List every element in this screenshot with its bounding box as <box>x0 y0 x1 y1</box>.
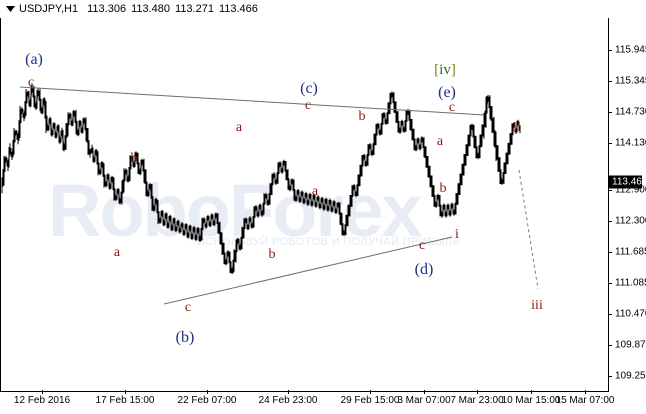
wave-a-3[interactable]: a <box>311 184 319 199</box>
time-axis-tick <box>42 390 43 394</box>
price-axis-tick <box>608 50 612 51</box>
time-axis-label: 10 Mar 15:00 <box>501 395 561 406</box>
wave-b-3[interactable]: b <box>358 109 366 124</box>
price-plot-area[interactable]: RoboForex ИСПОЛЬЗУЙ РОБОТОВ И ПОЛУЧАЙ ПР… <box>0 18 608 390</box>
time-axis-label: 29 Feb 15:00 <box>340 395 400 406</box>
lower-trendline[interactable] <box>163 236 453 305</box>
wave-a-4[interactable]: a <box>436 134 444 149</box>
time-axis-tick <box>585 390 586 394</box>
time-axis-tick <box>424 390 425 394</box>
price-axis-tick <box>608 143 612 144</box>
wave-iv-cycle[interactable]: [iv] <box>434 62 456 78</box>
plot-right-border <box>608 18 609 392</box>
price-axis-label: 109.255 <box>615 370 646 382</box>
time-axis-tick <box>288 390 289 394</box>
time-axis-label: 3 Mar 07:00 <box>397 395 451 406</box>
wave-i[interactable]: i <box>455 227 459 242</box>
current-price-label: 113.466 <box>608 175 646 189</box>
wave-c-3[interactable]: c <box>304 98 312 113</box>
wave-ii[interactable]: ii <box>513 120 521 135</box>
wave-b-2[interactable]: b <box>268 247 276 262</box>
high-value: 113.480 <box>131 3 171 15</box>
time-axis[interactable]: 12 Feb 2016 17 Feb 15:00 22 Feb 07:00 24 Fe… <box>0 390 646 414</box>
time-axis-tick <box>125 390 126 394</box>
time-axis-label: 17 Feb 15:00 <box>95 395 155 406</box>
price-axis-tick <box>608 376 612 377</box>
time-axis-tick <box>370 390 371 394</box>
price-axis-label: 112.300 <box>615 215 646 227</box>
chevron-down-icon[interactable] <box>3 0 17 18</box>
upper-trendline[interactable] <box>19 86 485 116</box>
time-axis-label: 22 Feb 07:00 <box>177 395 237 406</box>
price-axis-label: 114.130 <box>615 137 646 149</box>
price-axis-tick <box>608 221 612 222</box>
price-bars <box>1 83 521 275</box>
price-axis-label: 109.870 <box>615 339 646 351</box>
price-axis[interactable]: 115.945 115.345 114.730 114.130 112.900 112.3… <box>608 18 646 390</box>
plot-bottom-border <box>0 391 609 392</box>
wave-b-1[interactable]: b <box>130 151 138 166</box>
symbol-info-bar: USDJPY,H1 113.306 113.480 113.271 113.466 <box>0 0 646 18</box>
time-axis-label: 24 Feb 23:00 <box>258 395 318 406</box>
wave-c-2[interactable]: c <box>184 300 192 315</box>
trendlines <box>19 86 539 305</box>
wave-c-5[interactable]: c <box>448 100 456 115</box>
price-series-line <box>1 87 521 273</box>
price-axis-label: 115.345 <box>615 75 646 87</box>
price-axis-label: 111.085 <box>615 277 646 289</box>
wave-e-primary[interactable]: (e) <box>438 84 456 101</box>
time-axis-tick <box>531 390 532 394</box>
price-axis-tick <box>608 81 612 82</box>
symbol-label: USDJPY,H1 <box>19 3 79 15</box>
time-axis-tick <box>207 390 208 394</box>
low-value: 113.271 <box>175 3 214 15</box>
ohlc-values: 113.306 113.480 113.271 113.466 <box>87 3 263 15</box>
time-axis-tick <box>477 390 478 394</box>
open-value: 113.306 <box>87 3 127 15</box>
time-axis-label: 12 Feb 2016 <box>13 395 71 406</box>
price-axis-label: 112.900 <box>615 184 646 196</box>
plot-left-border <box>0 18 1 392</box>
wave-c-primary[interactable]: (c) <box>300 80 318 97</box>
wave-b-primary[interactable]: (b) <box>175 329 195 346</box>
price-axis-label: 114.730 <box>615 106 646 118</box>
time-axis-label: 7 Mar 23:00 <box>450 395 504 406</box>
close-value: 113.466 <box>218 3 258 15</box>
price-axis-tick <box>608 252 612 253</box>
wave-d-primary[interactable]: (d) <box>414 261 434 278</box>
wave-a-2[interactable]: a <box>235 120 243 135</box>
price-axis-tick <box>608 283 612 284</box>
wave-iii[interactable]: iii <box>531 298 543 313</box>
price-axis-tick <box>608 190 612 191</box>
price-axis-tick <box>608 345 612 346</box>
wave-a-1[interactable]: a <box>113 245 121 260</box>
price-axis-tick <box>608 112 612 113</box>
time-axis-label: 15 Mar 07:00 <box>555 395 615 406</box>
wave-c-1[interactable]: c <box>27 75 35 90</box>
projection-line[interactable] <box>518 169 539 290</box>
chart-overlay <box>1 83 539 305</box>
price-axis-label: 110.470 <box>615 308 646 320</box>
price-axis-tick <box>608 314 612 315</box>
wave-b-4[interactable]: b <box>439 181 447 196</box>
price-axis-label: 111.685 <box>615 246 646 258</box>
wave-a-primary[interactable]: (a) <box>25 51 43 68</box>
wave-c-4[interactable]: c <box>418 238 426 253</box>
price-axis-label: 115.945 <box>615 44 646 56</box>
